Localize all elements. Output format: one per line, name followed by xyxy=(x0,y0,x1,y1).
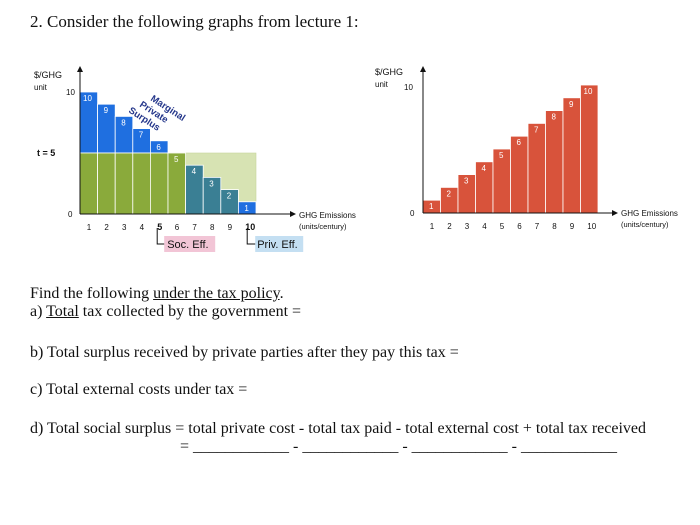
bar-value-label: 4 xyxy=(482,164,487,173)
question-b: b) Total surplus received by private par… xyxy=(30,344,459,361)
x-axis-arrow xyxy=(612,210,618,216)
answer-blanks: = ____________ - ____________ - ________… xyxy=(180,438,618,455)
bar-value-label: 6 xyxy=(517,138,522,147)
external-cost-bar xyxy=(545,110,564,214)
question-heading: 2. Consider the following graphs from le… xyxy=(30,12,359,31)
bar-value-label: 1 xyxy=(244,204,249,213)
bar-value-label: 5 xyxy=(174,155,179,164)
bar-value-label: 4 xyxy=(192,167,197,176)
bar-value-label: 5 xyxy=(499,151,504,160)
bar-value-label: 2 xyxy=(227,192,232,201)
y-axis-label: $/GHG xyxy=(375,67,403,77)
y-tick-tax: t = 5 xyxy=(37,148,55,158)
question-a: a) Total tax collected by the government… xyxy=(30,303,302,320)
bar-value-label: 10 xyxy=(584,87,593,96)
external-cost-chart: $/GHG unit 10 0 1 1 2 2 3 3 4 4 5 5 6 6 7 7 8 8 9 9 10 10 GHG Em… xyxy=(375,66,678,231)
private-surplus-chart: $/GHG unit 10 t = 5 0 10 1 9 2 8 3 7 4 6 5 5 6 4 7 3 8 2 9 1 10 G… xyxy=(34,66,356,252)
external-cost-bar xyxy=(510,135,529,214)
y-axis-label: unit xyxy=(375,80,389,89)
y-axis-label: $/GHG xyxy=(34,70,62,80)
external-cost-bar xyxy=(527,123,546,214)
x-tick-label: 9 xyxy=(570,222,575,231)
bar-value-label: 9 xyxy=(104,106,109,115)
bar-value-label: 6 xyxy=(156,143,161,152)
soc-eff-highlight xyxy=(164,236,216,252)
x-tick-label: 6 xyxy=(517,222,522,231)
x-tick-label: 8 xyxy=(552,222,557,231)
bar-value-label: 8 xyxy=(121,118,126,127)
x-tick-label: 4 xyxy=(140,223,145,232)
x-tick-label: 1 xyxy=(87,223,92,232)
x-tick-label: 3 xyxy=(122,223,127,232)
external-cost-bar xyxy=(580,84,599,214)
bar-value-label: 2 xyxy=(447,189,452,198)
x-tick-label: 10 xyxy=(587,222,596,231)
priv-eff-highlight xyxy=(255,236,304,252)
x-tick-label: 5 xyxy=(157,222,162,232)
x-tick-label: 9 xyxy=(228,223,233,232)
tax-bar xyxy=(79,152,99,215)
y-tick-label: 10 xyxy=(66,88,75,97)
bar-value-label: 10 xyxy=(83,94,92,103)
priv-eff-arrow xyxy=(246,228,256,245)
x-tick-label: 10 xyxy=(245,222,255,232)
x-tick-label: 3 xyxy=(465,222,470,231)
bar-value-label: 3 xyxy=(209,179,214,188)
external-cost-bar xyxy=(562,97,581,214)
x-tick-label: 7 xyxy=(535,222,540,231)
y-axis-label: unit xyxy=(34,83,48,92)
x-axis-arrow xyxy=(290,211,296,217)
x-tick-label: 7 xyxy=(192,223,197,232)
x-tick-label: 6 xyxy=(175,223,180,232)
priv-eff-label: Priv. Eff. xyxy=(257,239,298,251)
marginal-private-surplus-label: MarginalPrivateSurplus xyxy=(126,87,187,142)
x-axis-label: (units/century) xyxy=(299,222,347,231)
instructions: Find the following under the tax policy. xyxy=(30,285,284,302)
tax-bar xyxy=(97,152,116,215)
y-tick-label: 10 xyxy=(404,83,413,92)
bar-value-label: 1 xyxy=(429,202,434,211)
y-tick-label: 0 xyxy=(410,209,415,218)
x-tick-label: 2 xyxy=(104,223,109,232)
question-d: d) Total social surplus = total private … xyxy=(30,420,646,437)
x-tick-label: 1 xyxy=(430,222,435,231)
question-c: c) Total external costs under tax = xyxy=(30,381,248,398)
x-tick-label: 5 xyxy=(500,222,505,231)
y-axis-arrow xyxy=(420,66,426,72)
bar-value-label: 3 xyxy=(464,177,469,186)
tax-bar xyxy=(114,152,134,215)
bar-value-label: 8 xyxy=(552,113,557,122)
bar-value-label: 9 xyxy=(569,100,574,109)
bar-value-label: 7 xyxy=(139,131,144,140)
x-axis-label: GHG Emissions xyxy=(621,209,678,218)
x-tick-label: 4 xyxy=(482,222,487,231)
soc-eff-label: Soc. Eff. xyxy=(167,239,208,251)
y-axis-arrow xyxy=(77,66,83,72)
y-tick-label: 0 xyxy=(68,210,73,219)
tax-bar xyxy=(149,152,169,215)
tax-bar xyxy=(132,152,151,215)
x-axis-label: GHG Emissions xyxy=(299,211,356,220)
x-tick-label: 2 xyxy=(447,222,452,231)
soc-eff-arrow xyxy=(156,228,165,245)
x-axis-label: (units/century) xyxy=(621,220,669,229)
x-tick-label: 8 xyxy=(210,223,215,232)
bar-value-label: 7 xyxy=(534,125,539,134)
